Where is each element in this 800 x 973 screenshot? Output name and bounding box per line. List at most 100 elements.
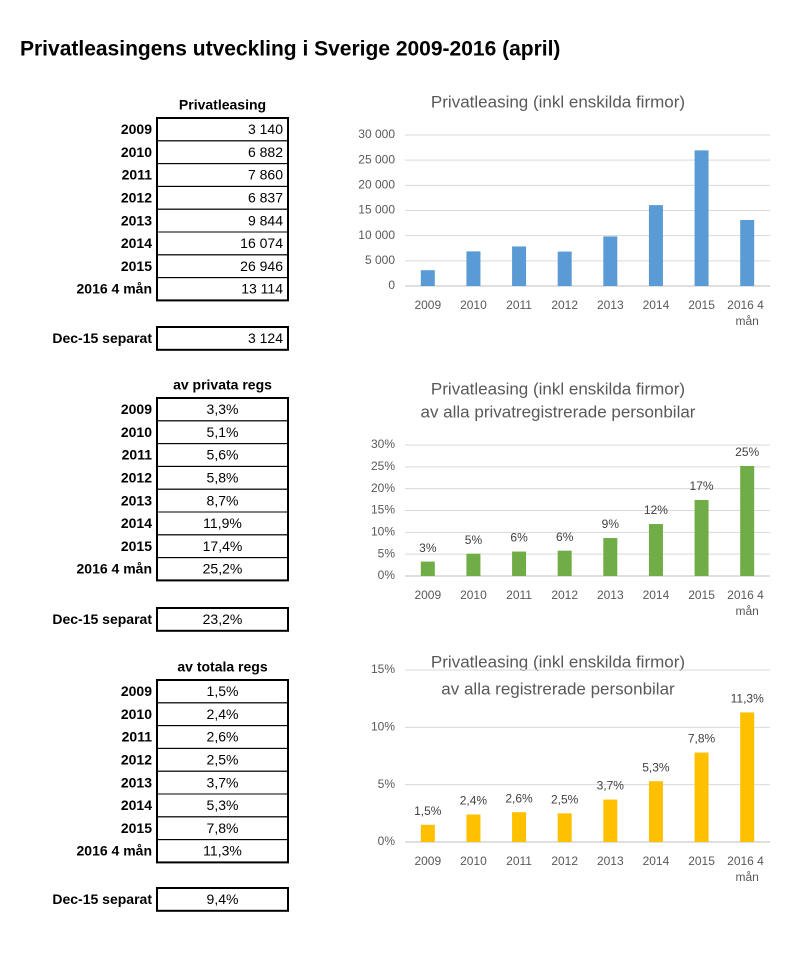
chart-title: Privatleasing (inkl enskilda firmor) bbox=[431, 379, 685, 398]
x-tick-label: 2011 bbox=[506, 588, 532, 602]
bar bbox=[466, 553, 481, 576]
y-tick-label: 10% bbox=[371, 525, 395, 539]
chart-subtitle: av alla privatregistrerade personbilar bbox=[421, 402, 696, 421]
x-tick-label: 2011 bbox=[506, 854, 532, 868]
bar bbox=[740, 712, 755, 842]
bar bbox=[512, 246, 527, 286]
separate-cell bbox=[156, 887, 289, 912]
y-tick-label: 10 000 bbox=[358, 228, 395, 242]
row-label: 2013 bbox=[121, 774, 152, 790]
row-label: 2011 bbox=[122, 167, 153, 183]
bar bbox=[466, 251, 481, 286]
row-label: 2011 bbox=[122, 447, 153, 463]
y-tick-label: 25% bbox=[371, 459, 395, 473]
cell-value: 11,9% bbox=[203, 515, 242, 531]
x-tick-label: 2010 bbox=[460, 854, 487, 868]
x-tick-label: 2016 4 mån bbox=[727, 298, 767, 328]
bar bbox=[694, 752, 709, 842]
cell-value: 23,2% bbox=[203, 611, 243, 627]
row-label: 2014 bbox=[121, 515, 152, 531]
row-label: 2015 bbox=[121, 538, 152, 554]
x-tick-label: 2012 bbox=[551, 854, 578, 868]
cell-value: 1,5% bbox=[207, 683, 239, 699]
table-border bbox=[156, 679, 289, 864]
cell-value: 3 124 bbox=[248, 330, 283, 346]
chart-title: Privatleasing (inkl enskilda firmor) bbox=[431, 652, 685, 671]
y-tick-label: 20 000 bbox=[358, 178, 395, 192]
table-border bbox=[156, 397, 289, 582]
cell-value: 16 074 bbox=[240, 235, 283, 251]
cell-value: 9,4% bbox=[207, 891, 239, 907]
bar bbox=[740, 219, 755, 286]
y-tick-label: 15 000 bbox=[358, 203, 395, 217]
bar bbox=[648, 781, 663, 842]
row-label: 2010 bbox=[121, 144, 152, 160]
row-label: 2009 bbox=[121, 401, 152, 417]
table-border bbox=[156, 117, 289, 302]
y-tick-label: 5% bbox=[378, 546, 396, 560]
bar bbox=[694, 150, 709, 286]
value-label: 6% bbox=[510, 531, 528, 545]
row-label: 2012 bbox=[121, 752, 152, 768]
x-tick-label: 2009 bbox=[414, 298, 441, 312]
cell-value: 9 844 bbox=[248, 212, 283, 228]
cell-value: 5,8% bbox=[207, 470, 239, 486]
y-tick-label: 15% bbox=[371, 503, 395, 517]
value-label: 6% bbox=[556, 530, 574, 544]
row-label: 2010 bbox=[121, 424, 152, 440]
cell-value: 11,3% bbox=[203, 843, 242, 859]
bar bbox=[603, 799, 618, 842]
row-label: Dec-15 separat bbox=[52, 330, 152, 346]
row-label: 2014 bbox=[121, 797, 152, 813]
x-tick-label: 2013 bbox=[597, 854, 624, 868]
y-tick-label: 30% bbox=[371, 437, 395, 451]
bar bbox=[694, 500, 709, 576]
y-tick-label: 0% bbox=[378, 834, 396, 848]
separate-cell bbox=[156, 326, 289, 351]
y-tick-label: 10% bbox=[371, 720, 395, 734]
row-label: 2009 bbox=[121, 683, 152, 699]
bar bbox=[512, 812, 527, 842]
bar bbox=[603, 538, 618, 576]
chart-subtitle: av alla registrerade personbilar bbox=[441, 679, 675, 698]
bar bbox=[420, 824, 435, 842]
x-tick-label: 2013 bbox=[597, 298, 624, 312]
x-tick-label: 2012 bbox=[551, 298, 578, 312]
x-tick-label: 2016 4 mån bbox=[727, 588, 767, 618]
value-label: 3% bbox=[419, 541, 437, 555]
x-tick-label: 2016 4 mån bbox=[727, 854, 767, 884]
value-label: 2,4% bbox=[460, 794, 488, 808]
x-tick-label: 2015 bbox=[688, 854, 715, 868]
value-label: 3,7% bbox=[597, 779, 625, 793]
cell-value: 2,5% bbox=[207, 752, 239, 768]
row-label: Dec-15 separat bbox=[52, 891, 152, 907]
row-label: Dec-15 separat bbox=[52, 611, 152, 627]
cell-value: 8,7% bbox=[207, 492, 239, 508]
y-tick-label: 15% bbox=[371, 662, 395, 676]
value-label: 1,5% bbox=[414, 804, 442, 818]
cell-value: 17,4% bbox=[203, 538, 243, 554]
y-tick-label: 5% bbox=[378, 777, 396, 791]
row-label: 2012 bbox=[121, 470, 152, 486]
cell-value: 25,2% bbox=[203, 561, 243, 577]
row-label: 2016 4 mån bbox=[77, 281, 153, 297]
cell-value: 7,8% bbox=[207, 820, 239, 836]
x-tick-label: 2009 bbox=[414, 854, 441, 868]
table-header: av totala regs bbox=[177, 659, 267, 675]
separate-cell bbox=[156, 607, 289, 632]
y-tick-label: 30 000 bbox=[358, 127, 395, 141]
bar bbox=[648, 524, 663, 576]
chart-title: Privatleasing (inkl enskilda firmor) bbox=[431, 92, 685, 111]
row-label: 2013 bbox=[121, 212, 152, 228]
row-label: 2015 bbox=[121, 820, 152, 836]
value-label: 17% bbox=[690, 479, 714, 493]
cell-value: 26 946 bbox=[240, 258, 283, 274]
row-label: 2014 bbox=[121, 235, 152, 251]
cell-value: 13 114 bbox=[241, 281, 283, 297]
x-tick-label: 2014 bbox=[643, 854, 670, 868]
cell-value: 3 140 bbox=[248, 121, 283, 137]
value-label: 5% bbox=[465, 533, 483, 547]
x-tick-label: 2013 bbox=[597, 588, 624, 602]
page-title: Privatleasingens utveckling i Sverige 20… bbox=[20, 38, 560, 61]
